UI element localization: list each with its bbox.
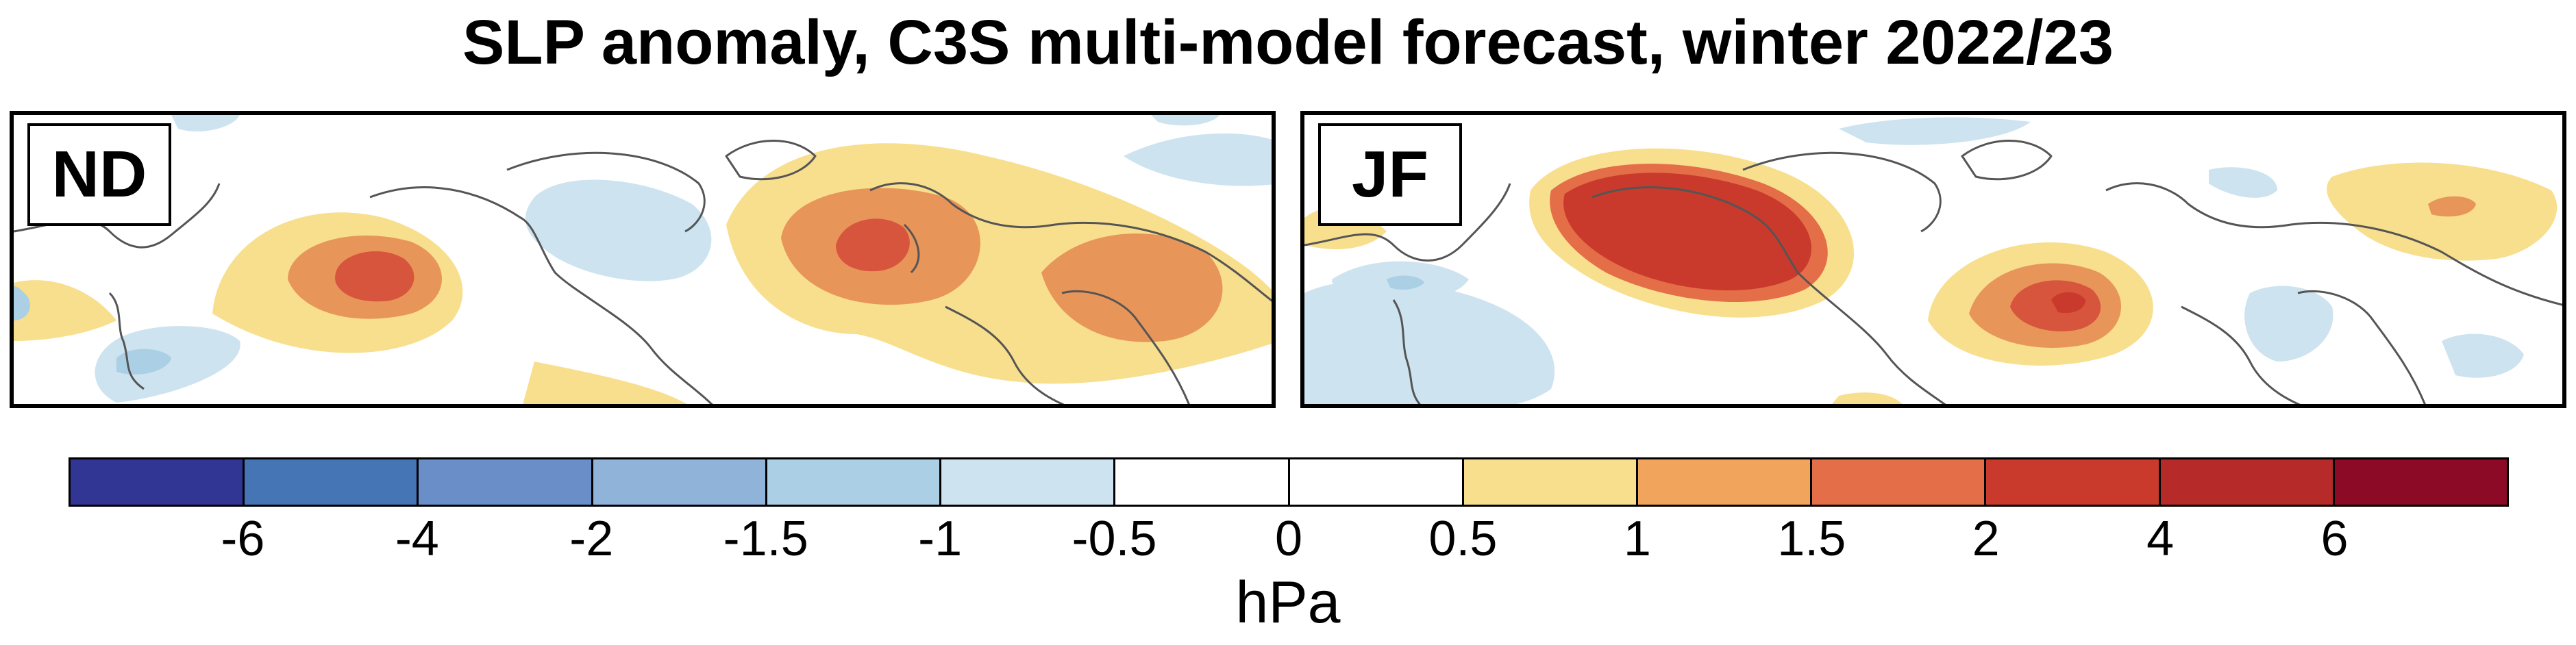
colorbar-box [1289,459,1464,505]
colorbar-box [1637,459,1813,505]
colorbar-tick-label: 4 [2146,511,2175,566]
colorbar-tick-label: 2 [1972,511,2000,566]
colorbar-box [71,459,245,505]
colorbar-box [1463,459,1638,505]
colorbar-tick-label: -1 [918,511,963,566]
colorbar-tick-label: -4 [395,511,439,566]
colorbar-tick-label: 6 [2320,511,2349,566]
colorbar-box [1812,459,1987,505]
colorbar-box [1986,459,2161,505]
colorbar-unit-label: hPa [1235,570,1341,635]
colorbar-box [2334,459,2507,505]
colorbar-tick-label: 0 [1274,511,1303,566]
colorbar-box [767,459,942,505]
colorbar-tick-label: -1.5 [723,511,808,566]
colorbar-tick-label: -2 [569,511,614,566]
panel-jf-map: JF [1300,111,2566,408]
chart-title: SLP anomaly, C3S multi-model forecast, w… [462,8,2114,77]
panel-label-jf: JF [1318,123,1462,226]
nd-anomaly-map [14,115,1272,404]
colorbar-box [1115,459,1290,505]
panel-nd-map: ND [10,111,1276,408]
colorbar-tick-label: -0.5 [1072,511,1157,566]
colorbar-tick-label: 1 [1623,511,1651,566]
colorbar-tick-label: -6 [221,511,265,566]
colorbar [69,457,2509,507]
colorbar-box [245,459,419,505]
colorbar-box [593,459,767,505]
jf-anomaly-map [1304,117,2562,404]
colorbar-box [419,459,593,505]
colorbar-tick-label: 0.5 [1428,511,1498,566]
panel-label-nd: ND [27,123,171,226]
colorbar-box [941,459,1116,505]
colorbar-tick-label: 1.5 [1777,511,1846,566]
colorbar-box [2160,459,2335,505]
